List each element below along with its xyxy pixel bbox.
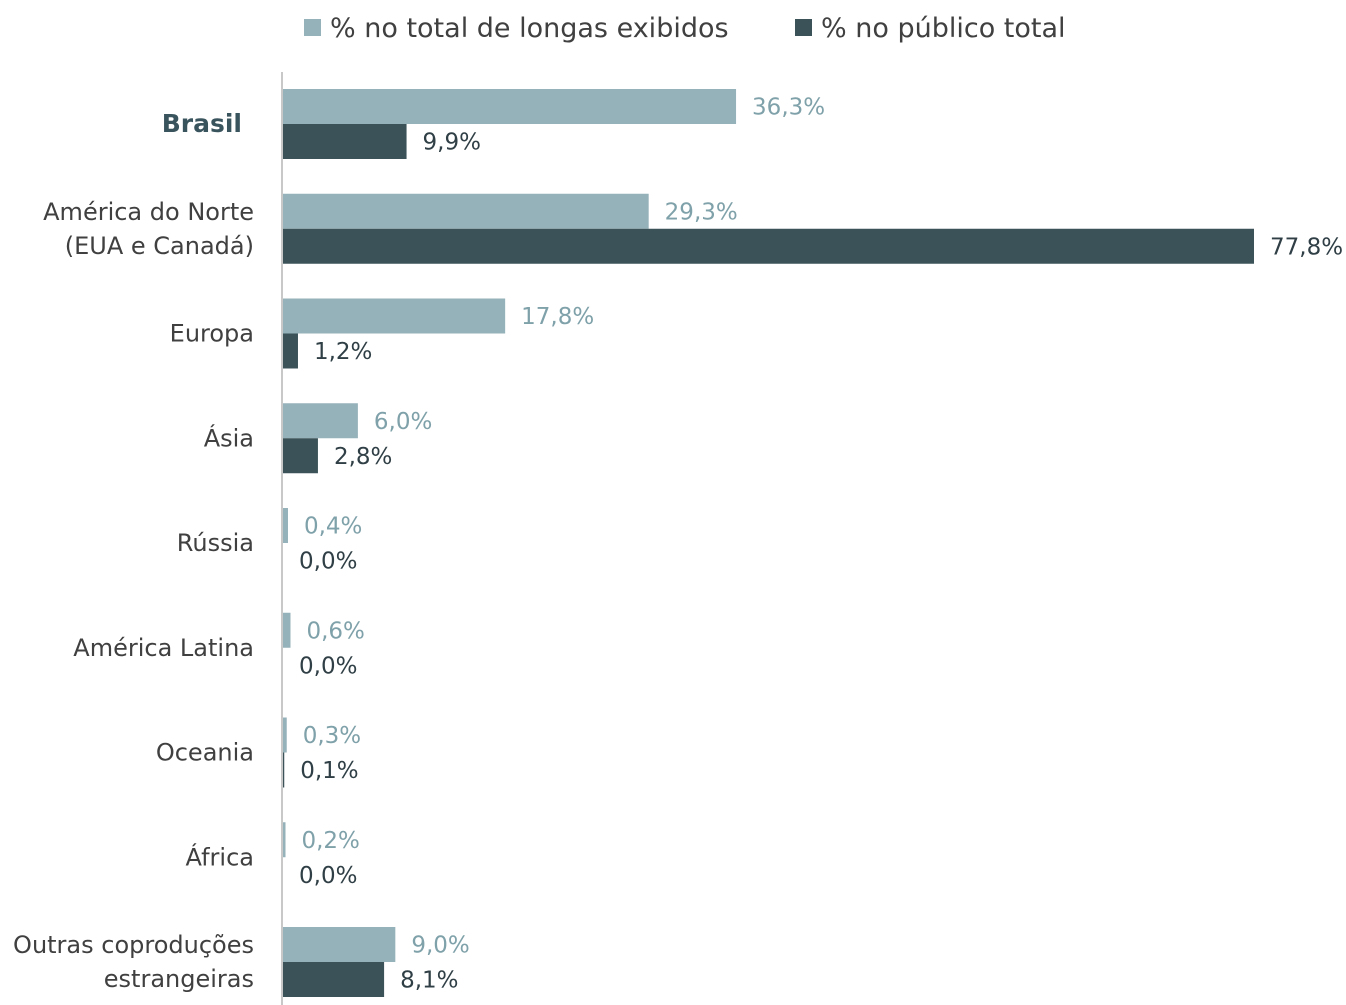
data-label-publico-8: 8,1% bbox=[400, 968, 458, 994]
data-label-longas-0: 36,3% bbox=[752, 95, 825, 121]
category-label-6: Oceania bbox=[156, 739, 254, 767]
data-label-publico-2: 1,2% bbox=[314, 339, 372, 365]
legend-label-publico: % no público total bbox=[821, 13, 1066, 44]
legend: % no total de longas exibidos % no públi… bbox=[304, 13, 1066, 44]
data-label-longas-7: 0,2% bbox=[301, 828, 359, 854]
data-label-publico-5: 0,0% bbox=[299, 653, 357, 679]
data-label-longas-3: 6,0% bbox=[374, 409, 432, 435]
category-label-3: Ásia bbox=[204, 423, 254, 452]
bar-publico-1 bbox=[283, 228, 1254, 264]
bar-longas-3 bbox=[283, 403, 358, 439]
bar-publico-6 bbox=[283, 752, 285, 788]
category-label-8-line-1: estrangeiras bbox=[104, 965, 254, 993]
category-label-5: América Latina bbox=[73, 634, 254, 662]
category-label-8-line-0: Outras coproduções bbox=[13, 931, 254, 959]
legend-label-longas: % no total de longas exibidos bbox=[330, 13, 729, 44]
bar-longas-0 bbox=[283, 89, 737, 124]
legend-swatch-longas bbox=[304, 19, 321, 36]
bar-longas-5 bbox=[283, 612, 291, 648]
bar-longas-8 bbox=[283, 927, 396, 962]
data-label-publico-1: 77,8% bbox=[1270, 234, 1343, 260]
category-label-2: Europa bbox=[170, 320, 254, 348]
bar-publico-2 bbox=[283, 333, 298, 369]
category-label-0: Brasil bbox=[162, 109, 242, 138]
data-label-longas-5: 0,6% bbox=[306, 618, 364, 644]
data-label-publico-6: 0,1% bbox=[300, 758, 358, 784]
data-label-longas-8: 9,0% bbox=[411, 933, 469, 959]
bar-publico-3 bbox=[283, 438, 318, 474]
bar-longas-2 bbox=[283, 298, 506, 334]
data-label-longas-6: 0,3% bbox=[303, 723, 361, 749]
data-label-longas-4: 0,4% bbox=[304, 514, 362, 540]
data-label-longas-2: 17,8% bbox=[521, 304, 594, 330]
bar-longas-6 bbox=[283, 717, 287, 753]
legend-swatch-publico bbox=[795, 19, 812, 36]
data-label-publico-3: 2,8% bbox=[334, 444, 392, 470]
bar-longas-4 bbox=[283, 508, 288, 543]
bar-publico-0 bbox=[283, 124, 407, 159]
bar-longas-1 bbox=[283, 193, 649, 229]
category-label-1-line-1: (EUA e Canadá) bbox=[65, 232, 254, 260]
bar-longas-7 bbox=[283, 822, 286, 858]
data-label-longas-1: 29,3% bbox=[665, 199, 738, 225]
chart-marks: 36,3% 9,9% Brasil 29,3% 77,8% América do Nort… bbox=[13, 89, 1343, 997]
category-label-1-line-0: América do Norte bbox=[43, 198, 254, 226]
data-label-publico-0: 9,9% bbox=[423, 130, 481, 156]
data-label-publico-4: 0,0% bbox=[299, 549, 357, 575]
data-label-publico-7: 0,0% bbox=[299, 863, 357, 889]
category-label-4: Rússia bbox=[177, 529, 254, 557]
bar-publico-8 bbox=[283, 962, 385, 997]
category-label-7: África bbox=[186, 842, 254, 871]
